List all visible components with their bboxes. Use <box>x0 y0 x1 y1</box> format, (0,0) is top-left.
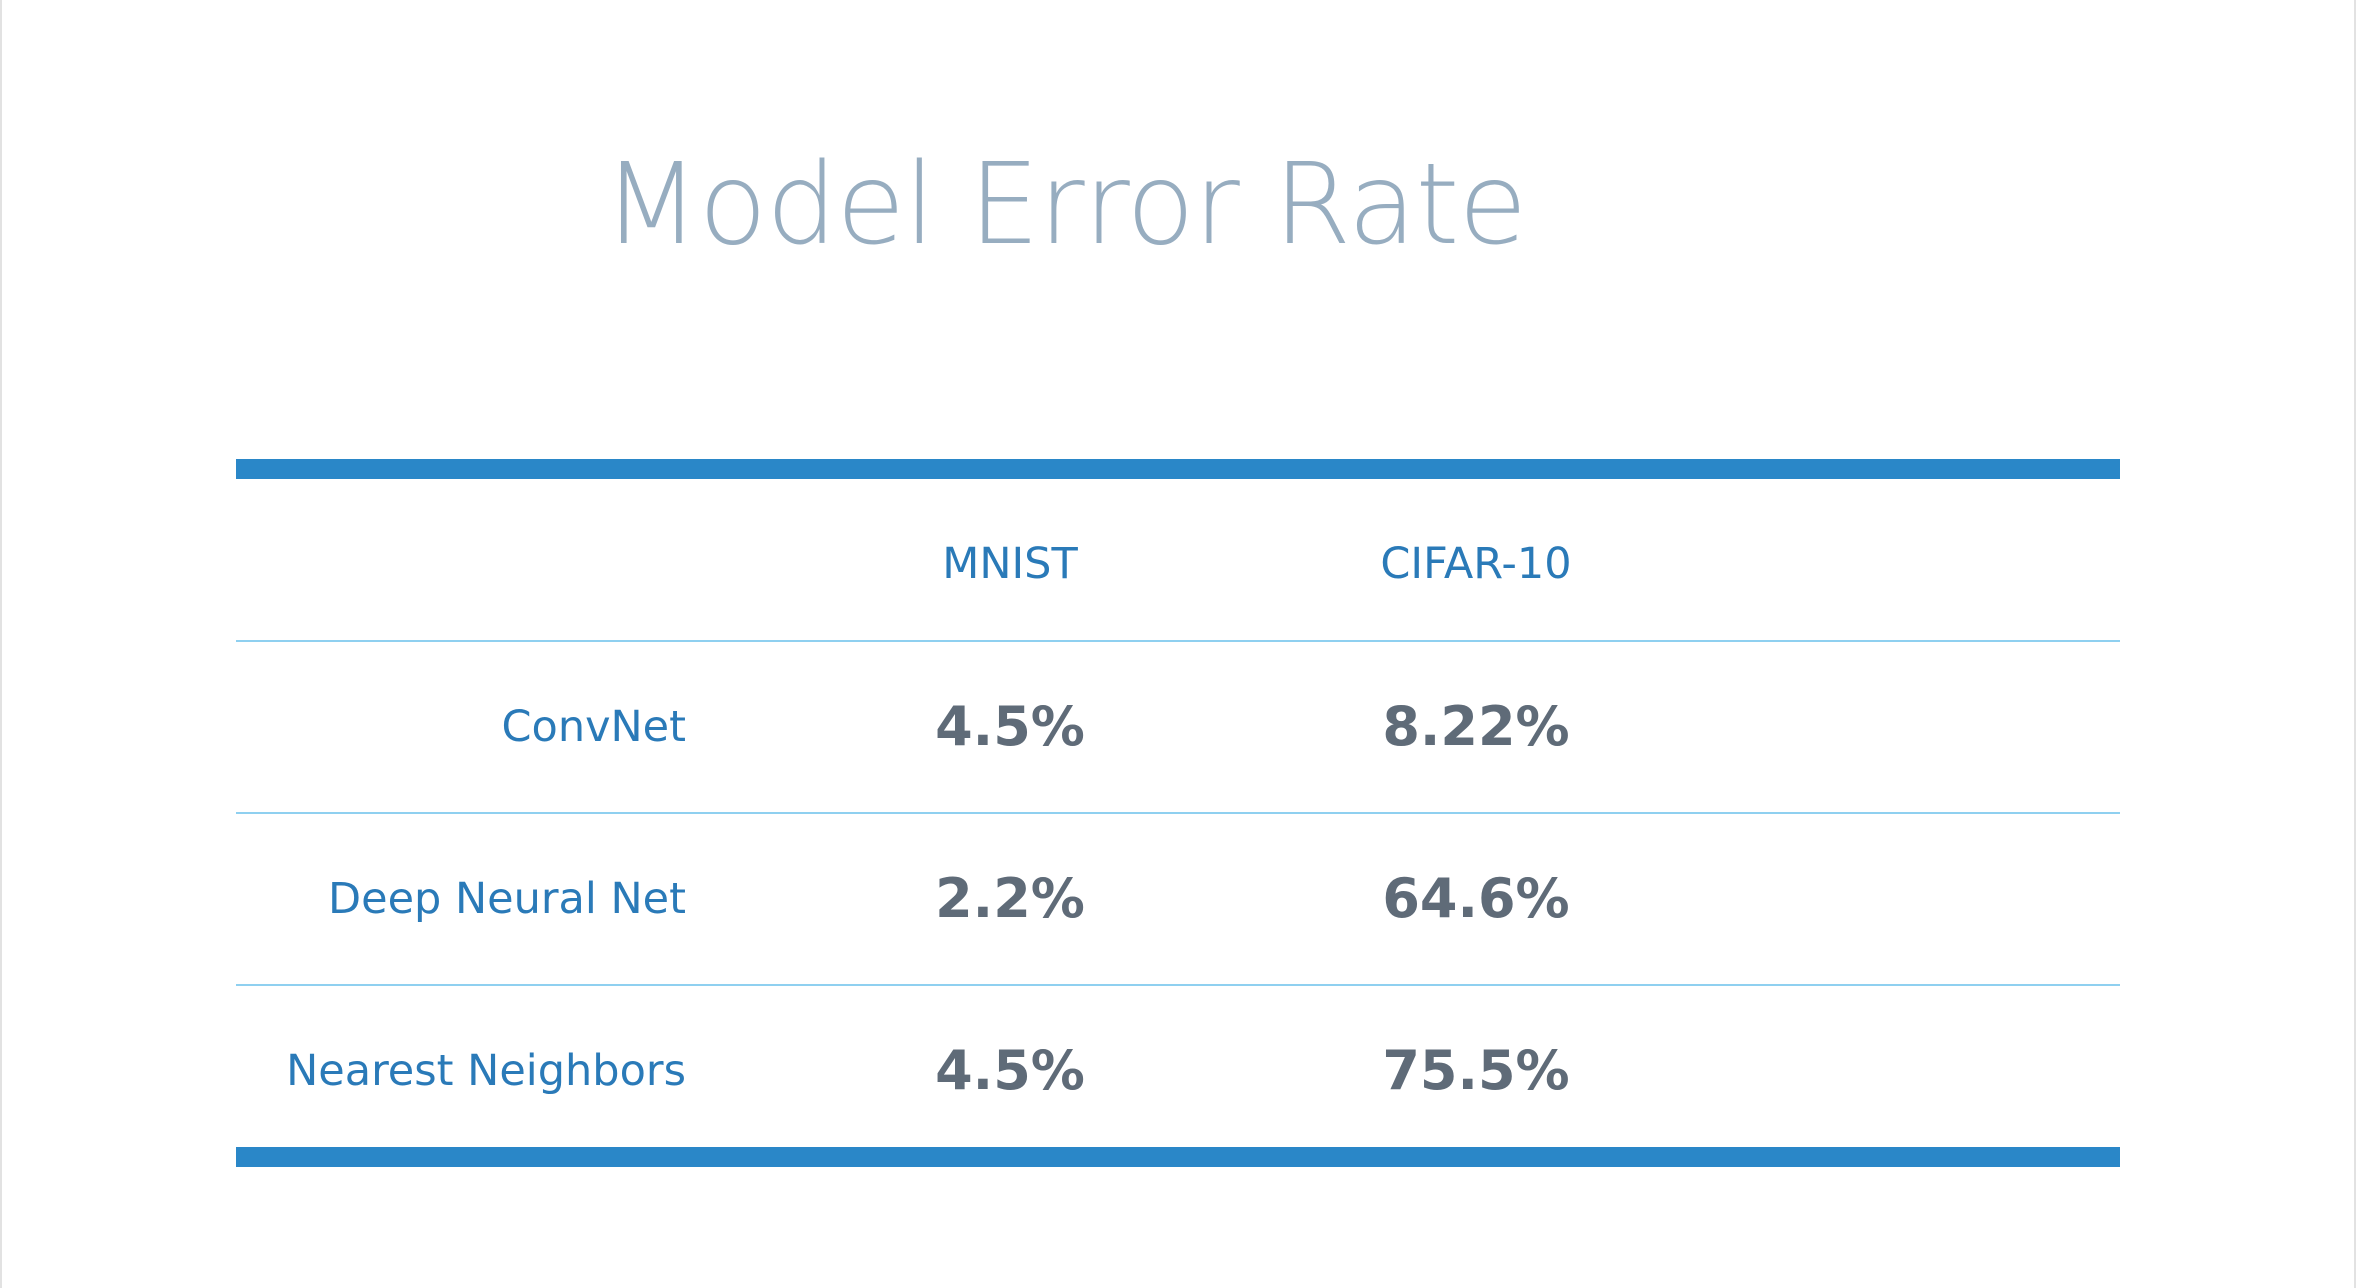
row-divider <box>236 984 2120 986</box>
chart-title: Model Error Rate <box>603 140 1527 270</box>
table-bottom-rule <box>236 1147 2120 1167</box>
column-header-mnist: MNIST <box>942 539 1078 589</box>
table-top-rule <box>236 459 2120 479</box>
row-label-deep-neural-net: Deep Neural Net <box>328 874 686 924</box>
row-label-nearest-neighbors: Nearest Neighbors <box>286 1046 686 1096</box>
left-frame-border <box>0 0 2 1288</box>
value-nearest-neighbors-cifar10: 75.5% <box>1382 1039 1570 1102</box>
right-frame-border <box>2354 0 2356 1288</box>
value-deep-neural-net-cifar10: 64.6% <box>1382 867 1570 930</box>
value-deep-neural-net-mnist: 2.2% <box>935 867 1085 930</box>
value-convnet-cifar10: 8.22% <box>1382 695 1570 758</box>
row-divider <box>236 640 2120 642</box>
value-nearest-neighbors-mnist: 4.5% <box>935 1039 1085 1102</box>
row-divider <box>236 812 2120 814</box>
column-header-cifar10: CIFAR-10 <box>1380 539 1572 589</box>
row-label-convnet: ConvNet <box>501 702 686 752</box>
value-convnet-mnist: 4.5% <box>935 695 1085 758</box>
